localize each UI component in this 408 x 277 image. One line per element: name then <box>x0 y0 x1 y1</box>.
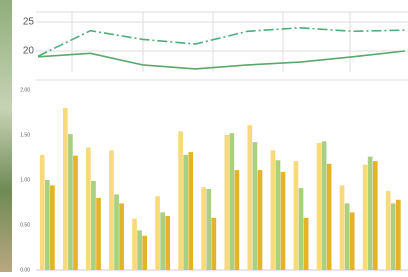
bar <box>132 219 137 270</box>
bar <box>391 203 396 270</box>
bar <box>224 135 229 270</box>
bar <box>155 196 160 270</box>
bar <box>114 194 119 270</box>
bar <box>327 164 332 270</box>
bar <box>50 185 55 270</box>
bar <box>45 180 50 270</box>
bar <box>396 200 401 270</box>
bar <box>317 143 322 270</box>
bar <box>253 142 258 270</box>
y-tick-label: 2.00 <box>20 87 30 93</box>
bar <box>142 236 147 270</box>
page: {"chart_data": [ {"type": "line", "categ… <box>0 0 408 272</box>
bar <box>165 216 170 270</box>
bar <box>229 133 234 270</box>
bar <box>206 189 211 270</box>
bar <box>86 148 91 270</box>
bar <box>188 152 193 270</box>
bar <box>276 160 281 270</box>
y-tick-label: 0.50 <box>20 222 30 228</box>
bar <box>363 165 368 270</box>
bar <box>247 125 252 270</box>
bar <box>63 108 68 270</box>
bar <box>68 134 73 270</box>
bar <box>160 212 165 270</box>
bar <box>201 187 206 270</box>
vertical-grid <box>72 12 350 72</box>
bar <box>40 155 45 270</box>
bar <box>299 188 304 270</box>
bar <box>350 212 355 270</box>
y-tick-label: 1.00 <box>20 177 30 183</box>
bar <box>91 181 96 270</box>
y-tick-label: 1.50 <box>20 132 30 138</box>
bar <box>109 150 114 270</box>
bar <box>212 218 217 270</box>
bar <box>368 157 373 270</box>
y-tick-label: 20 <box>23 46 35 57</box>
bar <box>340 185 345 270</box>
y-tick-label: 25 <box>23 17 35 28</box>
bar <box>386 191 391 270</box>
bar <box>322 141 327 270</box>
bar <box>271 150 276 270</box>
bar <box>235 170 240 270</box>
bar <box>73 156 78 270</box>
bar <box>281 172 286 270</box>
side-photo <box>0 0 12 272</box>
bar <box>119 203 124 270</box>
bar <box>183 155 188 270</box>
bar <box>178 131 183 270</box>
bar <box>258 170 263 270</box>
bar <box>373 161 378 270</box>
bar <box>294 161 299 270</box>
bar <box>345 203 350 270</box>
y-tick-label: 0.00 <box>20 267 30 272</box>
bar <box>137 230 142 270</box>
bar <box>96 198 101 270</box>
bar <box>304 218 309 270</box>
chart: 20 25 0.00 0.50 1.00 1.50 2.00 <box>0 0 408 272</box>
